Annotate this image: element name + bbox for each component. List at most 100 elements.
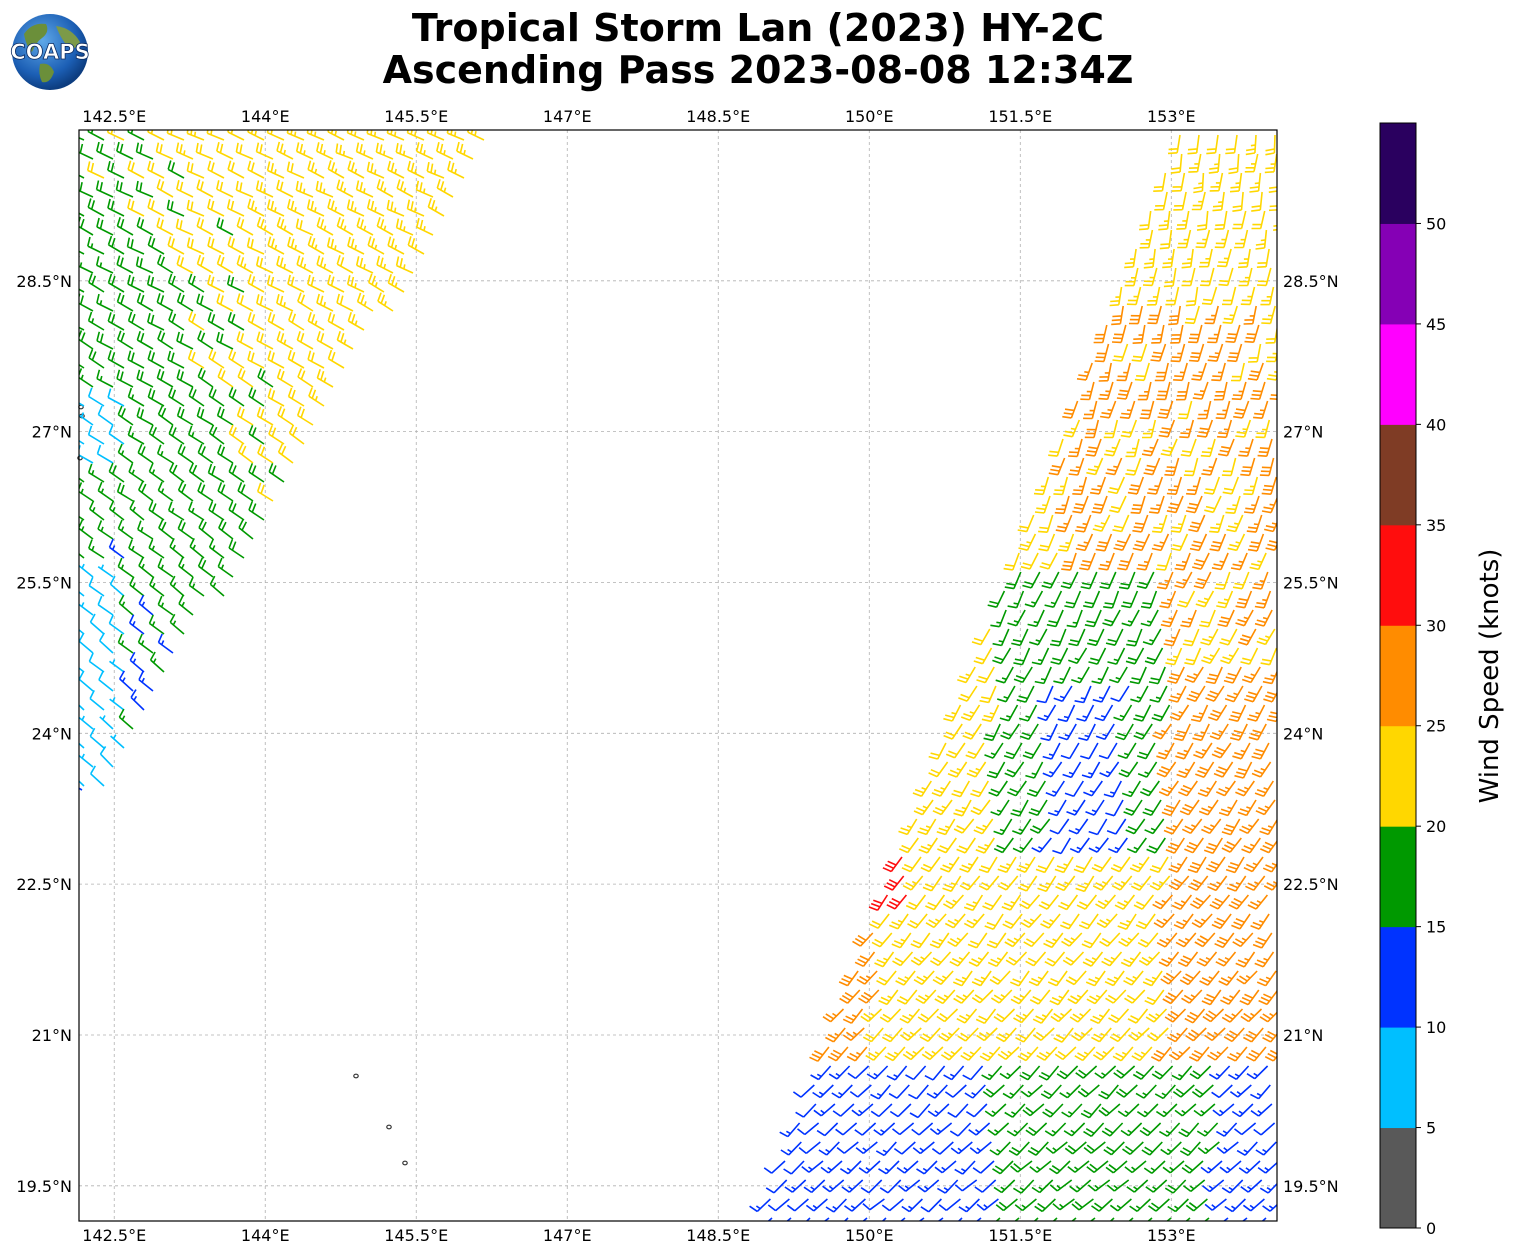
wind-barb	[1053, 685, 1073, 703]
wind-barb	[287, 349, 305, 369]
wind-barb	[108, 614, 125, 635]
colorbar-tick-label: 30	[1426, 616, 1446, 635]
wind-barb	[915, 989, 937, 1004]
wind-barb	[1192, 552, 1210, 570]
wind-barb	[129, 651, 145, 673]
wind-barb	[116, 255, 134, 274]
wind-barb	[386, 199, 405, 217]
wind-barb	[780, 1141, 802, 1156]
wind-barb	[1145, 1179, 1168, 1193]
wind-barb	[1089, 1217, 1096, 1221]
wind-barb	[842, 1027, 865, 1041]
wind-barb	[866, 1065, 889, 1080]
wind-barb	[187, 273, 205, 293]
wind-barb	[1020, 552, 1039, 570]
wind-barb	[79, 591, 85, 597]
wind-barb	[188, 576, 205, 597]
wind-barb	[79, 477, 85, 483]
wind-barb	[1007, 590, 1025, 609]
wind-barb	[947, 761, 968, 778]
wind-barb	[1099, 400, 1117, 419]
wind-barb	[1184, 1008, 1206, 1024]
wind-barb	[257, 444, 274, 464]
wind-barb	[1222, 305, 1238, 324]
wind-barb	[1156, 381, 1171, 401]
wind-barb	[1075, 533, 1094, 552]
wind-barb	[995, 666, 1014, 684]
wind-barb	[1022, 571, 1041, 589]
lon-tick-label-top: 150°E	[845, 107, 894, 126]
wind-barb	[147, 350, 165, 369]
wind-barb	[108, 424, 125, 445]
wind-barb	[1071, 1198, 1094, 1211]
wind-barb	[1142, 799, 1162, 816]
wind-barb	[1092, 1046, 1115, 1061]
wind-barb	[1142, 419, 1157, 439]
wind-barb	[237, 443, 254, 464]
wind-barb	[881, 1027, 903, 1043]
wind-barb	[1189, 1065, 1212, 1080]
wind-barb	[1197, 1141, 1220, 1155]
wind-barb	[208, 349, 225, 369]
wind-barb	[327, 349, 345, 369]
colorbar-swatch	[1380, 424, 1416, 526]
wind-barb	[1004, 571, 1022, 590]
wind-barb	[1084, 609, 1102, 628]
wind-barb	[1250, 1084, 1271, 1100]
wind-barb	[1031, 647, 1050, 666]
wind-barb	[1183, 457, 1199, 477]
wind-barb	[1112, 514, 1130, 533]
wind-barb	[1052, 1217, 1058, 1221]
wind-barb	[276, 294, 294, 312]
wind-barb	[1261, 496, 1277, 514]
lon-tick-label-bottom: 153°E	[1147, 1226, 1196, 1245]
wind-barb	[1075, 875, 1095, 893]
wind-barb	[308, 387, 325, 407]
wind-barb	[136, 369, 154, 388]
wind-barb	[415, 142, 434, 160]
wind-barb	[1116, 381, 1133, 400]
wind-barb	[1147, 1027, 1169, 1042]
wind-barb	[116, 482, 134, 502]
wind-barb	[99, 632, 114, 654]
wind-barb	[116, 141, 134, 160]
wind-barb	[1096, 913, 1118, 929]
wind-barb	[99, 745, 114, 768]
wind-barb	[1167, 1198, 1189, 1213]
wind-barb	[177, 519, 194, 540]
wind-barb	[1242, 1198, 1265, 1212]
wind-barb	[1047, 970, 1068, 987]
wind-barb	[779, 1122, 801, 1138]
wind-barb	[1042, 1103, 1064, 1118]
plot-frame	[78, 129, 1278, 1222]
wind-barb	[1141, 1141, 1163, 1156]
wind-barb	[899, 1217, 906, 1221]
wind-barb	[897, 1179, 921, 1192]
wind-barb	[1031, 837, 1052, 853]
wind-barb	[286, 130, 305, 141]
wind-barb	[1163, 628, 1181, 647]
wind-barb	[1001, 894, 1022, 911]
wind-barb	[1264, 153, 1277, 174]
wind-barb	[947, 1103, 969, 1118]
wind-barb	[1174, 1103, 1197, 1117]
colorbar-swatch	[1380, 1027, 1416, 1129]
wind-barb	[1261, 1217, 1267, 1221]
wind-barb	[1121, 780, 1141, 798]
wind-barb	[992, 628, 1010, 647]
wind-barb	[1123, 799, 1143, 816]
wind-barb	[1164, 1179, 1187, 1194]
wind-barb	[79, 553, 85, 559]
wind-barb	[217, 444, 234, 464]
wind-barb	[1165, 286, 1180, 306]
wind-barb	[1087, 1179, 1111, 1192]
wind-barb	[896, 989, 918, 1005]
wind-barb	[993, 1008, 1016, 1023]
wind-barb	[855, 1141, 878, 1155]
wind-barb	[934, 989, 956, 1005]
wind-barb	[902, 1046, 925, 1061]
wind-barb	[1206, 134, 1219, 155]
wind-barb	[1016, 685, 1035, 703]
wind-barb	[266, 130, 285, 141]
wind-barb	[932, 970, 954, 985]
